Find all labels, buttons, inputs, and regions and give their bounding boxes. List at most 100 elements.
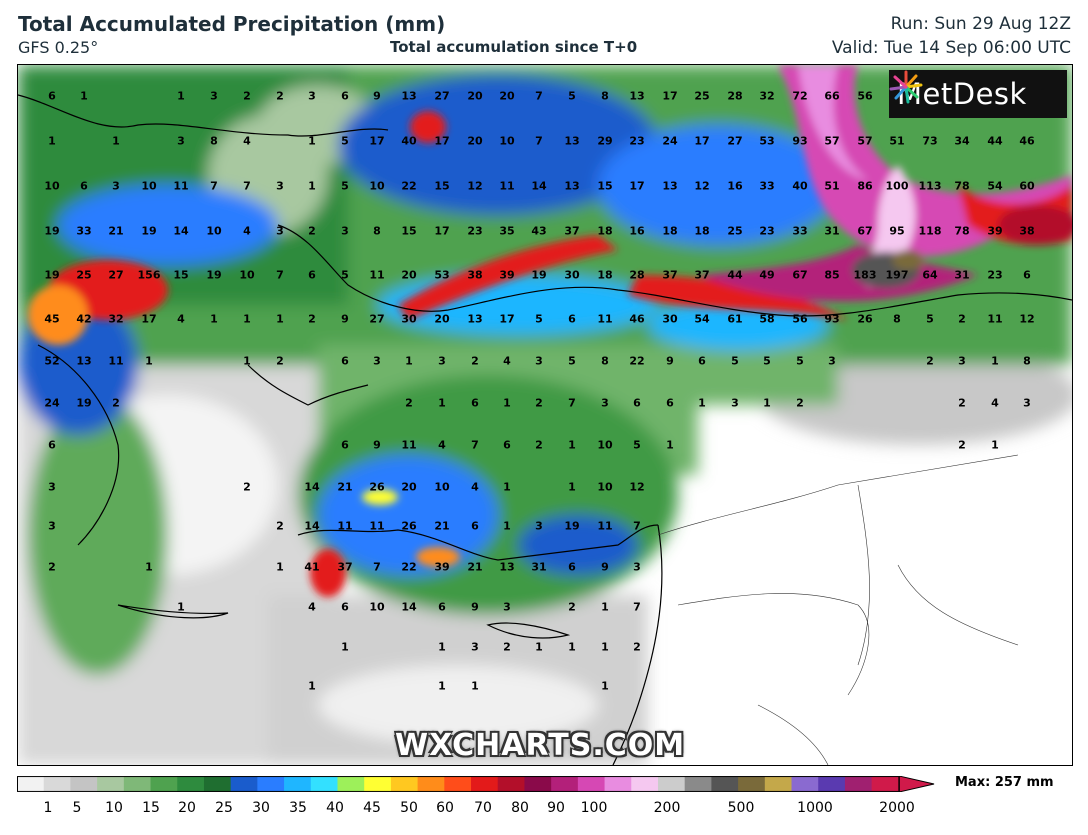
precip-value-label: 73 bbox=[922, 134, 938, 148]
precip-value-label: 2 bbox=[796, 396, 804, 410]
precip-value-label: 20 bbox=[467, 89, 483, 103]
precip-value-label: 54 bbox=[987, 179, 1003, 193]
precip-value-label: 19 bbox=[531, 268, 547, 282]
precip-value-label: 3 bbox=[373, 354, 381, 368]
precipitation-map[interactable]: 6 1 1 3 2 2 3 6 9 13 27 20 20 7 5 8 13 17 25 28 32 72 66 56 1 1 3 8… bbox=[17, 64, 1073, 766]
precip-value-label: 5 bbox=[535, 312, 543, 326]
legend-swatch bbox=[577, 776, 606, 792]
precip-value-label: 42 bbox=[76, 312, 92, 326]
precip-value-label: 4 bbox=[243, 134, 251, 148]
precip-value-label: 21 bbox=[108, 224, 124, 238]
precip-value-label: 72 bbox=[792, 89, 808, 103]
legend-swatch bbox=[97, 776, 125, 792]
precip-value-label: 1 bbox=[308, 179, 316, 193]
precip-value-label: 39 bbox=[499, 268, 515, 282]
legend-tick-label: 40 bbox=[326, 800, 344, 816]
precip-value-label: 11 bbox=[499, 179, 515, 193]
precip-value-label: 3 bbox=[503, 600, 511, 614]
precip-value-label: 7 bbox=[373, 560, 381, 574]
legend-tick-label: 15 bbox=[142, 800, 160, 816]
precip-value-label: 40 bbox=[792, 179, 808, 193]
legend-max: Max: 257 mm bbox=[955, 775, 1054, 790]
precip-value-label: 37 bbox=[337, 560, 353, 574]
precip-value-label: 14 bbox=[304, 480, 320, 494]
precip-value-label: 40 bbox=[401, 134, 417, 148]
precip-value-label: 7 bbox=[243, 179, 251, 193]
precip-value-label: 34 bbox=[954, 134, 970, 148]
legend-swatch bbox=[17, 776, 45, 792]
precip-value-label: 37 bbox=[564, 224, 580, 238]
chart-subtitle: Total accumulation since T+0 bbox=[390, 38, 638, 56]
precip-value-label: 1 bbox=[568, 480, 576, 494]
precip-value-label: 8 bbox=[373, 224, 381, 238]
legend-swatch bbox=[390, 776, 419, 792]
precip-value-label: 21 bbox=[467, 560, 483, 574]
precip-value-label: 44 bbox=[727, 268, 743, 282]
precip-value-label: 2 bbox=[405, 396, 413, 410]
precip-value-label: 17 bbox=[369, 134, 385, 148]
precip-value-label: 31 bbox=[531, 560, 547, 574]
precip-value-label: 11 bbox=[597, 312, 613, 326]
precip-value-label: 10 bbox=[597, 480, 613, 494]
precip-value-label: 54 bbox=[694, 312, 710, 326]
precip-value-label: 1 bbox=[308, 134, 316, 148]
precip-value-label: 10 bbox=[239, 268, 255, 282]
precip-value-label: 6 bbox=[568, 312, 576, 326]
legend-swatch bbox=[177, 776, 205, 792]
precip-value-label: 14 bbox=[531, 179, 547, 193]
precip-value-label: 5 bbox=[341, 268, 349, 282]
precip-value-label: 11 bbox=[597, 519, 613, 533]
precip-value-label: 2 bbox=[926, 354, 934, 368]
legend-swatch bbox=[657, 776, 686, 792]
precip-value-label: 51 bbox=[889, 134, 905, 148]
legend-swatch bbox=[844, 776, 873, 792]
precip-value-label: 4 bbox=[503, 354, 511, 368]
precip-value-label: 18 bbox=[597, 268, 613, 282]
precip-value-label: 10 bbox=[434, 480, 450, 494]
legend-swatch bbox=[337, 776, 365, 792]
legend-swatch bbox=[871, 776, 899, 792]
legend-tick-label: 1 bbox=[43, 800, 53, 816]
precip-value-label: 33 bbox=[76, 224, 92, 238]
precip-value-label: 95 bbox=[889, 224, 905, 238]
precip-value-label: 41 bbox=[304, 560, 320, 574]
legend-tick-label: 20 bbox=[178, 800, 196, 816]
precip-value-label: 31 bbox=[954, 268, 970, 282]
precip-value-label: 18 bbox=[694, 224, 710, 238]
metdesk-logo: MetDesk bbox=[889, 70, 1067, 118]
precip-value-label: 3 bbox=[48, 519, 56, 533]
precip-value-label: 9 bbox=[471, 600, 479, 614]
legend-colorbar bbox=[17, 776, 935, 792]
chart-title: Total Accumulated Precipitation (mm) bbox=[18, 12, 446, 36]
precip-value-label: 1 bbox=[243, 312, 251, 326]
precip-value-label: 2 bbox=[48, 560, 56, 574]
precip-value-label: 6 bbox=[80, 179, 88, 193]
legend-swatch bbox=[497, 776, 525, 792]
precip-value-label: 4 bbox=[991, 396, 999, 410]
precip-value-label: 19 bbox=[44, 224, 60, 238]
legend-swatch bbox=[43, 776, 71, 792]
precip-value-label: 5 bbox=[926, 312, 934, 326]
precip-value-label: 6 bbox=[341, 600, 349, 614]
precip-value-label: 85 bbox=[824, 268, 840, 282]
precip-value-label: 3 bbox=[177, 134, 185, 148]
precip-value-label: 5 bbox=[633, 438, 641, 452]
precip-value-label: 13 bbox=[499, 560, 515, 574]
precip-value-label: 7 bbox=[535, 89, 543, 103]
precip-value-label: 156 bbox=[137, 268, 161, 282]
precip-value-label: 6 bbox=[1023, 268, 1031, 282]
legend-border bbox=[17, 776, 900, 792]
legend-tick-label: 30 bbox=[252, 800, 270, 816]
precip-value-label: 26 bbox=[401, 519, 417, 533]
precip-value-label: 30 bbox=[401, 312, 417, 326]
precip-value-label: 2 bbox=[308, 224, 316, 238]
precip-value-label: 100 bbox=[885, 179, 909, 193]
precip-value-label: 1 bbox=[308, 679, 316, 693]
precip-value-label: 11 bbox=[369, 268, 385, 282]
precip-value-label: 9 bbox=[373, 438, 381, 452]
precip-value-label: 118 bbox=[918, 224, 942, 238]
precip-value-label: 1 bbox=[568, 438, 576, 452]
valid-time: Valid: Tue 14 Sep 06:00 UTC bbox=[831, 38, 1071, 58]
precip-value-label: 11 bbox=[108, 354, 124, 368]
precip-value-label: 27 bbox=[727, 134, 743, 148]
